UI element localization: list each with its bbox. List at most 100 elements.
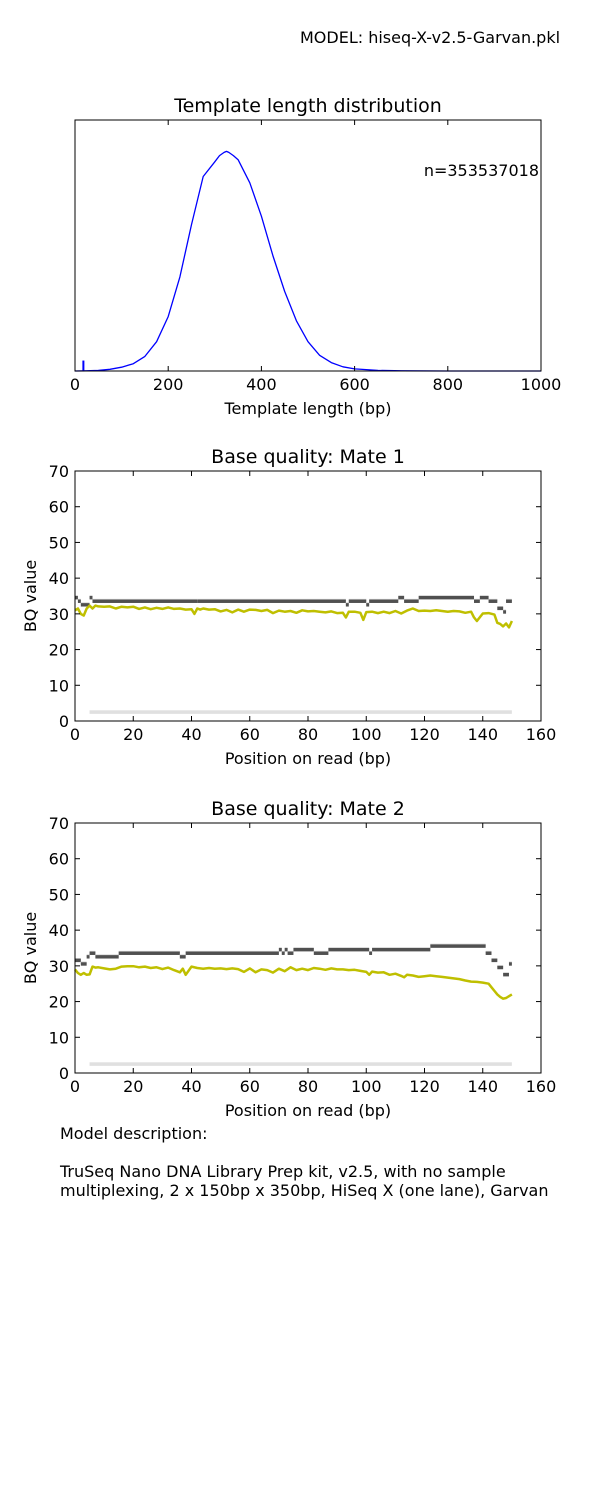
x-tick-label: 160	[526, 1077, 557, 1096]
plot-frame	[74, 119, 542, 372]
density-segment-13	[313, 951, 329, 955]
density-segment-11	[287, 951, 294, 955]
x-tick-label: 140	[467, 1077, 498, 1096]
density-segment-4	[92, 599, 198, 603]
x-axis-label: Position on read (bp)	[225, 1101, 391, 1120]
x-tick-label: 1000	[521, 375, 562, 394]
density-segment-5	[197, 599, 346, 603]
x-tick-label: 120	[409, 1077, 440, 1096]
density-segment-8	[278, 948, 282, 952]
mean-quality-line	[74, 964, 513, 1000]
y-tick-label: 20	[49, 993, 69, 1012]
density-segment-0	[75, 958, 81, 963]
density-segment-16	[497, 606, 504, 611]
x-tick-label: 40	[181, 725, 201, 744]
model-label: MODEL: hiseq-X-v2.5-Garvan.pkl	[300, 28, 561, 47]
density-segment-15	[488, 599, 498, 603]
x-tick-label: 20	[123, 725, 143, 744]
x-tick-label: 160	[526, 725, 557, 744]
x-tick-label: 0	[70, 725, 80, 744]
x-tick-label: 80	[298, 725, 318, 744]
y-tick-label: 60	[49, 850, 69, 869]
y-tick-label: 70	[49, 814, 69, 833]
y-tick-label: 40	[49, 921, 69, 940]
density-segment-18	[506, 599, 512, 603]
density-segment-9	[369, 599, 399, 603]
x-tick-label: 60	[240, 725, 260, 744]
y-tick-label: 30	[49, 605, 69, 624]
density-segment-17	[430, 944, 486, 948]
density-segment-4	[95, 955, 119, 959]
x-tick-label: 140	[467, 725, 498, 744]
density-segment-14	[328, 948, 370, 952]
density-segment-5	[118, 951, 180, 955]
y-tick-label: 60	[49, 498, 69, 517]
density-segment-20	[497, 965, 504, 970]
low-quality-band	[89, 710, 512, 714]
x-tick-label: 400	[246, 375, 277, 394]
density-segment-3	[89, 596, 93, 600]
x-tick-label: 200	[153, 375, 184, 394]
density-segment-1	[80, 962, 87, 966]
mate1-quality-chart: Base quality: Mate 10 20 40 60 80 100 120 140 16…	[21, 446, 556, 768]
y-tick-label: 0	[59, 712, 69, 731]
density-segment-15	[369, 951, 373, 955]
x-tick-label: 120	[409, 725, 440, 744]
density-segment-9	[281, 951, 285, 955]
x-tick-label: 100	[351, 1077, 382, 1096]
density-segment-18	[485, 951, 492, 955]
density-segment-1	[77, 599, 81, 603]
density-segment-10	[398, 596, 405, 600]
y-tick-label: 10	[49, 1028, 69, 1047]
low-quality-band	[89, 1062, 512, 1066]
template-length-line-0	[74, 150, 541, 372]
density-segment-6	[345, 603, 349, 607]
mate2-quality-chart: Base quality: Mate 2 0 20 40 60 80 100 120 140 16…	[21, 798, 556, 1120]
density-segment-22	[508, 962, 512, 966]
density-segment-0	[75, 596, 78, 600]
density-segment-17	[503, 610, 507, 614]
density-segment-13	[474, 599, 480, 603]
chart-title: Base quality: Mate 1	[211, 446, 405, 468]
density-segment-6	[179, 955, 186, 959]
density-segment-2	[80, 603, 90, 607]
x-axis-label: Position on read (bp)	[225, 749, 391, 768]
density-segment-16	[372, 948, 431, 952]
mean-quality-line	[74, 604, 514, 629]
density-segment-14	[479, 596, 489, 600]
density-segment-3	[89, 951, 96, 955]
y-axis-label: BQ value	[21, 912, 40, 984]
density-segment-8	[366, 603, 370, 607]
x-tick-label: 600	[339, 375, 370, 394]
template-length-chart: Template length distribution n=353537018 0…	[70, 95, 561, 418]
density-segment-7	[185, 951, 279, 955]
density-segment-7	[348, 599, 367, 603]
density-segment-11	[404, 599, 419, 603]
x-tick-label: 20	[123, 1077, 143, 1096]
chart-title: Base quality: Mate 2	[211, 798, 405, 820]
density-segment-10	[284, 948, 288, 952]
density-segment-12	[293, 948, 314, 952]
x-tick-label: 800	[433, 375, 464, 394]
chart-title: Template length distribution	[173, 95, 442, 117]
density-segment-21	[503, 973, 509, 977]
x-tick-label: 60	[240, 1077, 260, 1096]
description-heading: Model description:	[60, 1124, 208, 1143]
density-segment-19	[491, 958, 498, 963]
x-tick-label: 40	[181, 1077, 201, 1096]
y-tick-label: 50	[49, 885, 69, 904]
description-text: TruSeq Nano DNA Library Prep kit, v2.5, …	[60, 1162, 549, 1200]
x-axis-label: Template length (bp)	[224, 399, 392, 418]
model-description: Model description: TruSeq Nano DNA Libra…	[60, 1124, 590, 1200]
y-tick-label: 0	[59, 1064, 69, 1083]
x-tick-label: 80	[298, 1077, 318, 1096]
y-axis-label: BQ value	[21, 560, 40, 632]
y-tick-label: 20	[49, 641, 69, 660]
density-segment-2	[86, 955, 90, 959]
y-tick-label: 70	[49, 462, 69, 481]
y-tick-label: 30	[49, 957, 69, 976]
x-tick-label: 0	[70, 375, 80, 394]
sample-count-annotation: n=353537018	[424, 161, 539, 180]
y-tick-label: 50	[49, 533, 69, 552]
